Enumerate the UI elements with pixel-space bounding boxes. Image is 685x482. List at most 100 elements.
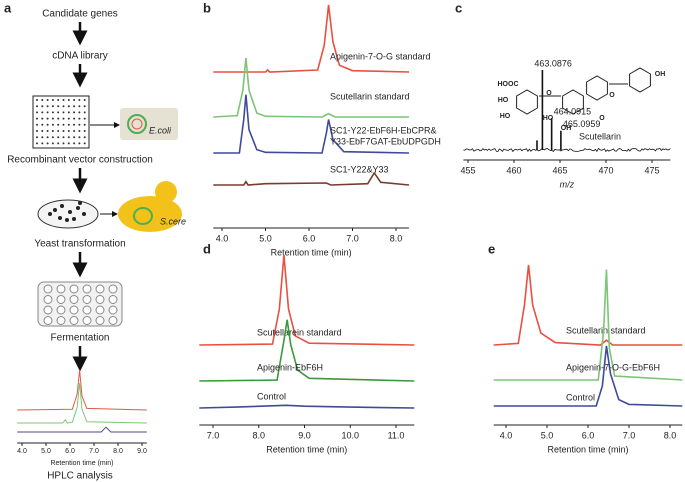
well-dot [78, 123, 81, 126]
well-dot [41, 123, 44, 126]
well-dot [67, 99, 70, 101]
well [82, 305, 92, 315]
well-dot [83, 123, 86, 126]
well [108, 305, 118, 315]
x-tick-label: 9.0 [137, 448, 147, 455]
well-dot [46, 99, 49, 101]
trace [199, 319, 415, 382]
step-label: cDNA library [52, 51, 108, 62]
panel-label: b [203, 0, 211, 15]
x-tick-label: 10.0 [341, 430, 359, 440]
wells [43, 284, 118, 325]
structure-label: O [599, 115, 605, 122]
well-dot [41, 117, 44, 120]
x-tick-label: 8.0 [253, 430, 266, 440]
x-tick-label: 7.0 [623, 430, 636, 440]
well-dot [46, 136, 49, 139]
well-dot [62, 111, 65, 114]
well-dot [83, 99, 86, 101]
well-dot [78, 117, 81, 120]
x-tick-label: 7.0 [346, 233, 359, 243]
well-dot [62, 117, 65, 120]
well-dot [51, 136, 54, 139]
trace-label: Control [566, 392, 595, 402]
x-tick-label: 5.0 [259, 233, 272, 243]
well-dot [78, 111, 81, 114]
step-label: Candidate genes [42, 9, 118, 20]
well-dot [51, 130, 54, 132]
colony [48, 212, 52, 216]
noise [463, 147, 671, 153]
ring [629, 67, 651, 93]
well-dot [67, 111, 70, 114]
x-tick-label: 6.0 [303, 233, 316, 243]
step-label: Fermentation [51, 333, 110, 344]
well [43, 295, 53, 304]
well-dot [62, 136, 65, 139]
well-dot [73, 123, 76, 126]
well-dot [51, 142, 54, 145]
well-dot [46, 105, 49, 108]
well-dot [83, 136, 86, 139]
x-axis-label: Retention time (min) [266, 444, 347, 454]
trace-label: Scutellarin standard [566, 325, 646, 335]
trace-label: Apigenin-7-O-G-EbF6H [566, 362, 660, 372]
well [82, 295, 92, 304]
x-tick-label: 475 [644, 165, 659, 175]
well-dot [67, 142, 70, 145]
well-dot [36, 117, 38, 120]
trace-label: Apigenin-EbF6H [257, 362, 323, 372]
step-label: HPLC analysis [47, 471, 113, 482]
structure-label: HO [500, 113, 511, 120]
organism-label: S.cere [160, 216, 186, 226]
x-tick-label: 7.0 [89, 448, 99, 455]
well-dot [36, 136, 38, 139]
colony [82, 212, 86, 216]
x-axis-label: Retention time (min) [50, 460, 113, 467]
well-dot [67, 123, 70, 126]
x-tick-label: 465 [552, 165, 567, 175]
well-dot [46, 111, 49, 114]
well-dot [78, 136, 81, 139]
well-dot [73, 136, 76, 139]
x-tick-label: 8.0 [664, 430, 677, 440]
ring [586, 75, 608, 101]
x-tick-label: 4.0 [500, 430, 513, 440]
panel-label: a [4, 0, 12, 15]
well-dots [36, 99, 86, 145]
trace-label: Scutellarin standard [330, 91, 410, 101]
well-dot [83, 130, 86, 132]
plasmid-insert [131, 118, 143, 130]
colonies [48, 201, 86, 222]
well-dot [62, 123, 65, 126]
well-dot [46, 117, 49, 120]
trace [213, 4, 410, 73]
well-dot [51, 111, 54, 114]
well-dot [36, 99, 38, 101]
plasmid [133, 207, 153, 225]
well-plate [32, 95, 90, 149]
well-dot [83, 117, 86, 120]
well-dot [62, 130, 65, 132]
well-dot [41, 136, 44, 139]
colony [76, 206, 80, 210]
well-dot [36, 105, 38, 108]
well [56, 295, 66, 304]
x-tick-label: 470 [598, 165, 613, 175]
ring [562, 89, 584, 115]
panel-label: c [455, 0, 462, 15]
well [43, 305, 53, 315]
well-dot [67, 136, 70, 139]
x-tick-label: 460 [506, 165, 521, 175]
well [95, 305, 105, 315]
trace-label: Y33-EbF7GAT-EbUDPGDH [330, 136, 441, 146]
well-dot [73, 99, 76, 101]
well-dot [57, 117, 60, 120]
well-dot [57, 130, 60, 132]
well [69, 295, 79, 304]
well-dot [46, 123, 49, 126]
x-tick-label: 6.0 [65, 448, 75, 455]
structure-label: OH [655, 71, 666, 78]
trace-label: SC1-Y22-EbF6H-EbCPR& [330, 125, 437, 135]
